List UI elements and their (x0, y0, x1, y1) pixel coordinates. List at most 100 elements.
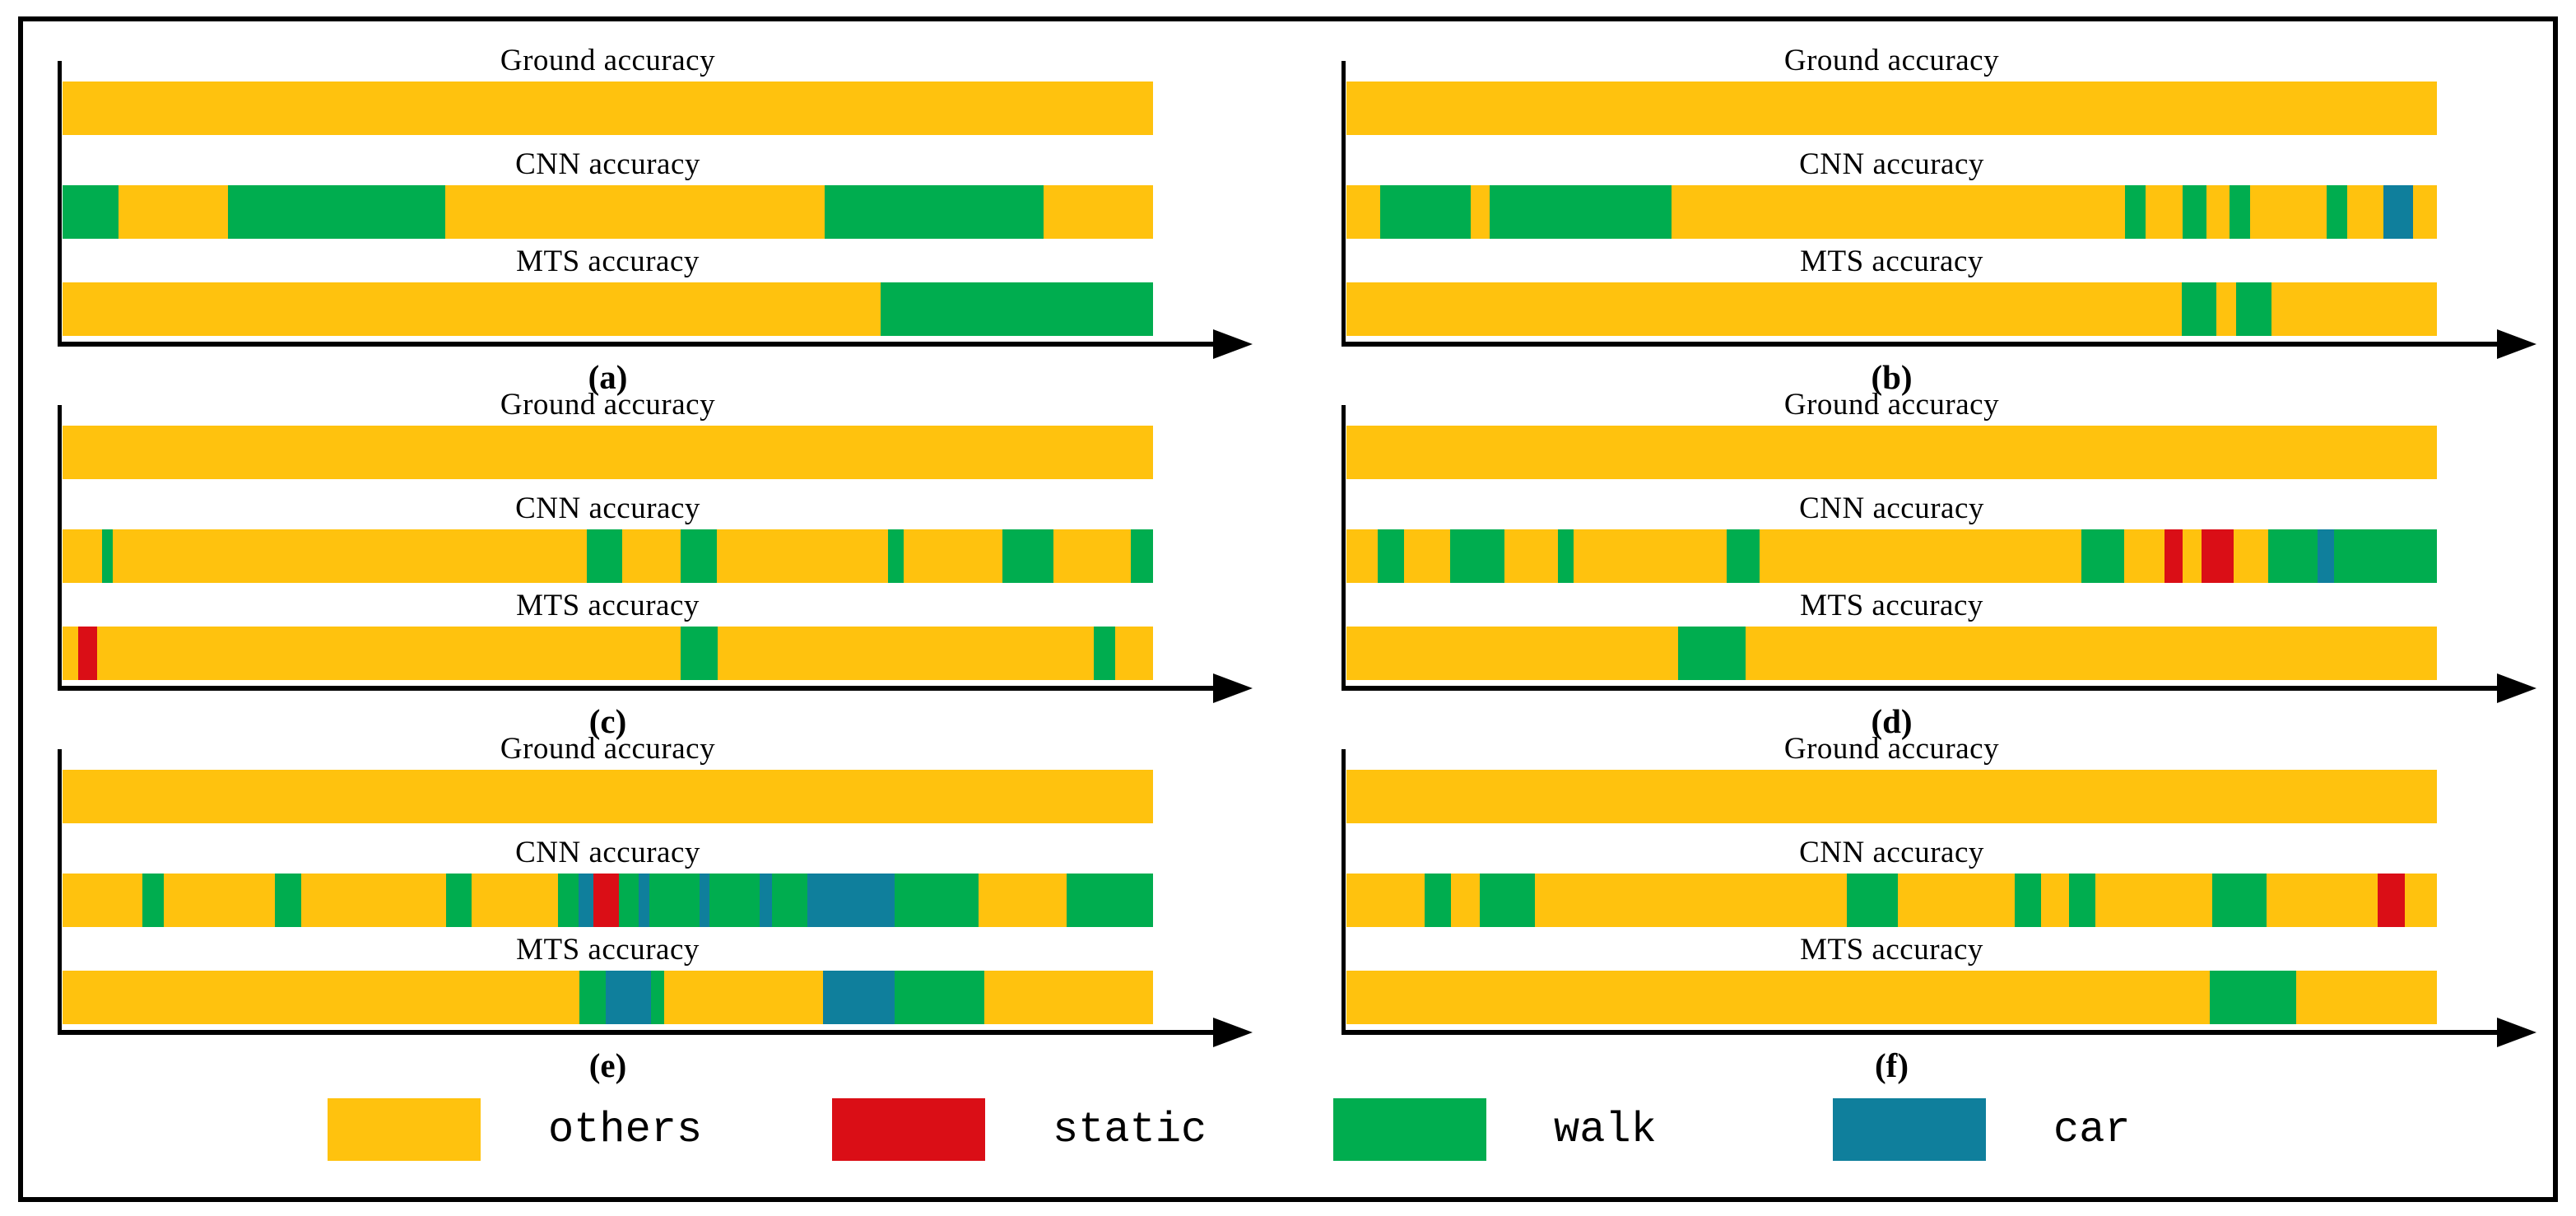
segment-walk (1479, 874, 1536, 927)
segment-others (1114, 627, 1153, 680)
segment-walk (1131, 529, 1153, 583)
bar-title: Ground accuracy (1783, 732, 2000, 766)
segment-car (699, 874, 709, 927)
panel-label-a: (a) (588, 358, 628, 396)
accuracy-bar (1346, 82, 2437, 135)
segment-walk (2230, 185, 2251, 239)
segment-others (63, 770, 1153, 823)
segment-walk (1002, 529, 1054, 583)
bar-title: CNN accuracy (1799, 836, 1984, 869)
segment-walk (1425, 874, 1452, 927)
accuracy-bar (1346, 426, 2437, 479)
segment-others (1671, 185, 2125, 239)
segment-others (2123, 529, 2164, 583)
x-axis-arrow-icon (1213, 1018, 1253, 1047)
legend-item-static: static (832, 1098, 1207, 1161)
bar-row-ground: Ground accuracy (1346, 43, 2437, 135)
y-axis-line (1341, 749, 1346, 1035)
segment-others (903, 529, 1003, 583)
segment-others (1053, 529, 1132, 583)
segment-static (77, 627, 98, 680)
accuracy-bar (63, 770, 1153, 823)
segment-walk (2327, 185, 2348, 239)
legend-item-car: car (1833, 1098, 2131, 1161)
segment-car (2318, 529, 2335, 583)
accuracy-bar (63, 529, 1153, 583)
bar-title: MTS accuracy (516, 245, 700, 278)
accuracy-bar (63, 874, 1153, 927)
segment-others (1346, 185, 1381, 239)
segment-walk (1067, 874, 1153, 927)
x-axis-line (1341, 686, 2500, 691)
segment-walk (649, 874, 700, 927)
segment-walk (772, 874, 807, 927)
segment-walk (275, 874, 302, 927)
segment-walk (1727, 529, 1760, 583)
x-axis-line (58, 686, 1216, 691)
segment-others (2412, 185, 2437, 239)
panel-label-e: (e) (588, 1046, 627, 1084)
accuracy-bar (1346, 185, 2437, 239)
segment-walk (1378, 529, 1405, 583)
legend-swatch-static (832, 1098, 985, 1161)
segment-walk (142, 874, 165, 927)
segment-others (718, 627, 1095, 680)
bar-title: Ground accuracy (500, 732, 716, 766)
bar-title: MTS accuracy (1800, 589, 1983, 622)
segment-walk (1677, 627, 1746, 680)
panel-label-f: (f) (1875, 1046, 1909, 1084)
legend-label-car: car (2053, 1105, 2131, 1154)
segment-others (1504, 529, 1559, 583)
legend-item-walk: walk (1333, 1098, 1657, 1161)
x-axis-arrow-icon (2497, 329, 2536, 359)
segment-others (1451, 874, 1480, 927)
x-axis-arrow-icon (1213, 673, 1253, 703)
segment-others (978, 874, 1067, 927)
segment-car (578, 874, 594, 927)
segment-walk (2015, 874, 2041, 927)
segment-walk (1380, 185, 1472, 239)
figure-frame: Ground accuracy CNN accuracy MTS accuracy (… (18, 16, 2558, 1202)
x-axis-line (1341, 1030, 2500, 1035)
segment-others (1573, 529, 1727, 583)
segment-others (63, 529, 102, 583)
segment-walk (618, 874, 639, 927)
segment-others (1760, 529, 2082, 583)
panel-label-c: (c) (588, 702, 627, 740)
segment-others (621, 529, 681, 583)
bar-row-mts: MTS accuracy (1346, 932, 2437, 1024)
segment-others (2234, 529, 2268, 583)
bar-row-mts: MTS accuracy (63, 932, 1153, 1024)
segment-others (63, 874, 142, 927)
segment-others (2206, 185, 2230, 239)
legend-label-static: static (1053, 1105, 1207, 1154)
segment-walk (681, 627, 718, 680)
bar-row-cnn: CNN accuracy (1346, 835, 2437, 927)
segment-others (63, 82, 1153, 135)
bar-row-mts: MTS accuracy (1346, 588, 2437, 680)
segment-others (1535, 874, 1848, 927)
bar-row-mts: MTS accuracy (63, 244, 1153, 336)
panel-d: Ground accuracy CNN accuracy MTS accuracy (… (1341, 382, 2548, 740)
segment-others (2250, 185, 2327, 239)
segment-others (97, 627, 681, 680)
segment-others (118, 185, 229, 239)
segment-walk (2211, 874, 2267, 927)
panel-label-d: (d) (1871, 702, 1913, 740)
accuracy-bar (63, 971, 1153, 1024)
segment-others (2271, 282, 2437, 336)
segment-walk (63, 185, 119, 239)
segment-car (759, 874, 773, 927)
accuracy-bar (63, 185, 1153, 239)
bar-title: MTS accuracy (516, 589, 700, 622)
segment-walk (446, 874, 472, 927)
segment-others (716, 529, 888, 583)
segment-walk (1847, 874, 1899, 927)
y-axis-line (1341, 405, 1346, 691)
x-axis-line (58, 342, 1216, 347)
segment-others (1346, 82, 2437, 135)
segment-car (2383, 185, 2413, 239)
y-axis-line (58, 749, 62, 1035)
bar-title: CNN accuracy (1799, 492, 1984, 525)
bar-title: CNN accuracy (515, 836, 700, 869)
